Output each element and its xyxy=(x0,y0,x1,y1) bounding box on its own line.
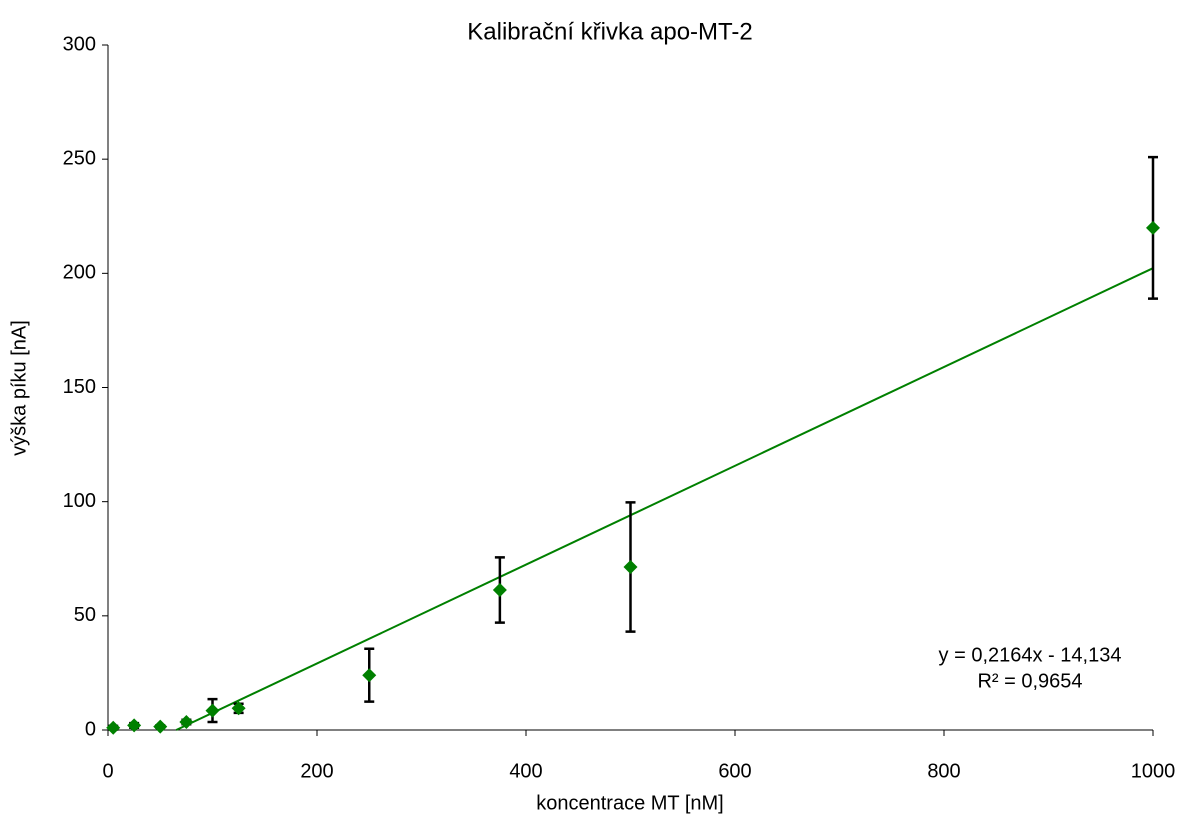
chart-title: Kalibrační křivka apo-MT-2 xyxy=(467,18,752,45)
data-point xyxy=(127,718,142,733)
y-axis-label: výška píku [nA] xyxy=(8,320,30,456)
y-tick-label: 100 xyxy=(63,490,96,512)
data-point xyxy=(179,715,194,730)
data-point xyxy=(205,703,220,718)
trendline xyxy=(175,267,1154,731)
data-point xyxy=(623,559,638,574)
data-point xyxy=(1146,220,1160,235)
trendline-equation: y = 0,2164x - 14,134 xyxy=(939,644,1122,666)
x-axis-label: koncentrace MT [nM] xyxy=(536,792,723,814)
x-tick-label: 600 xyxy=(718,760,751,782)
y-tick-label: 200 xyxy=(63,262,96,284)
y-tick-label: 300 xyxy=(63,33,96,55)
x-tick-label: 1000 xyxy=(1131,760,1176,782)
data-point xyxy=(362,668,377,683)
x-tick-label: 0 xyxy=(102,760,113,782)
x-tick-label: 400 xyxy=(509,760,542,782)
y-tick-label: 50 xyxy=(74,604,96,626)
trendline-r2: R² = 0,9654 xyxy=(977,670,1082,692)
data-point xyxy=(231,701,246,716)
y-tick-label: 0 xyxy=(85,718,96,740)
x-tick-label: 200 xyxy=(300,760,333,782)
data-point xyxy=(492,583,507,598)
data-point xyxy=(153,719,168,734)
x-tick-label: 800 xyxy=(927,760,960,782)
data-point xyxy=(106,720,121,735)
y-tick-label: 250 xyxy=(63,147,96,169)
y-tick-label: 150 xyxy=(63,376,96,398)
